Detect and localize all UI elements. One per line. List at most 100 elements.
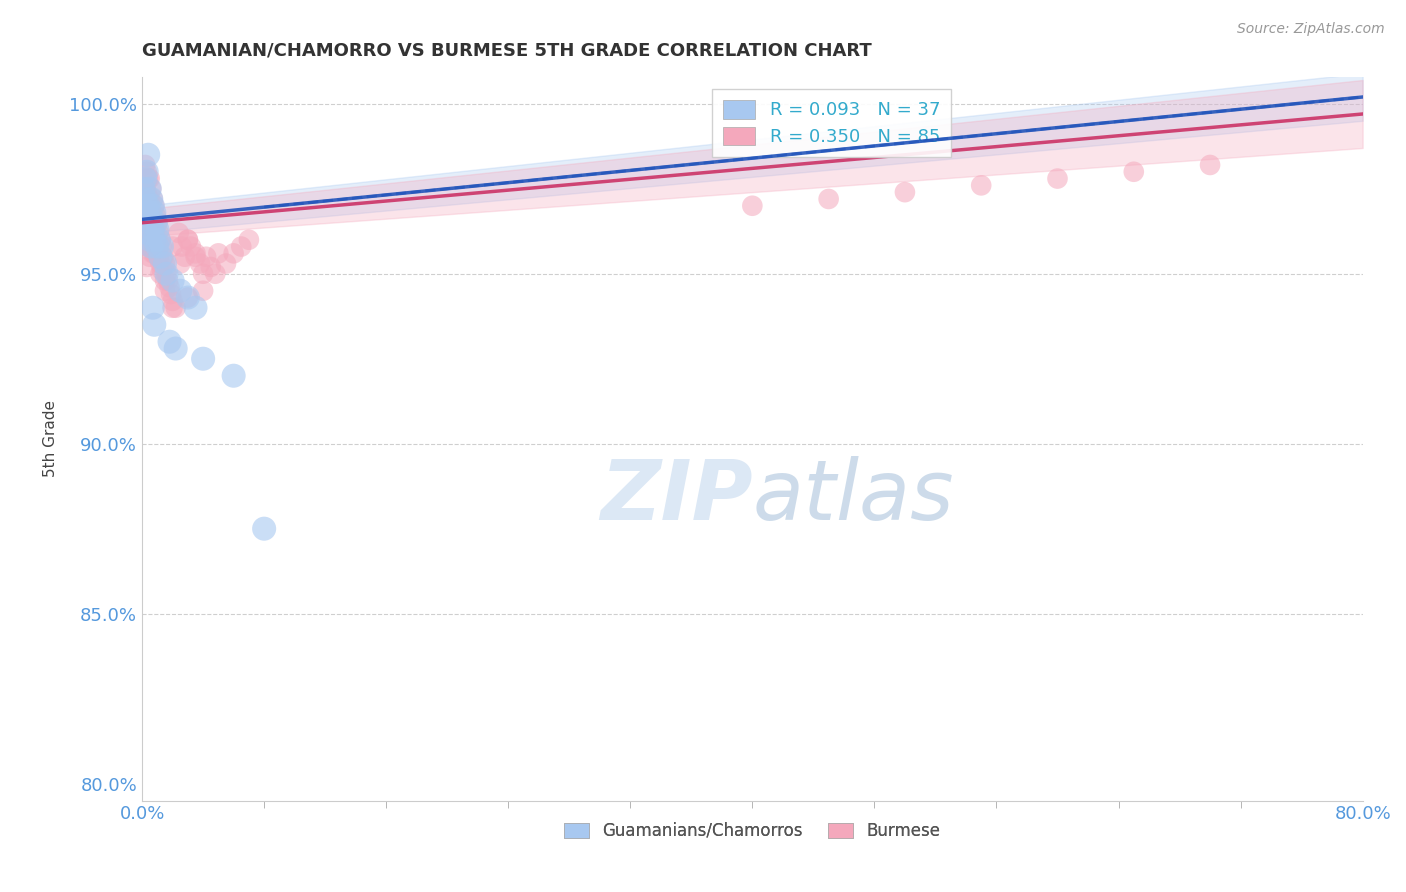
Point xyxy=(253,522,276,536)
Point xyxy=(146,222,169,236)
Point xyxy=(135,205,157,219)
Point xyxy=(138,216,160,230)
Point xyxy=(180,239,202,253)
Point xyxy=(146,233,169,247)
Point xyxy=(149,267,172,281)
Text: GUAMANIAN/CHAMORRO VS BURMESE 5TH GRADE CORRELATION CHART: GUAMANIAN/CHAMORRO VS BURMESE 5TH GRADE … xyxy=(142,42,872,60)
Point xyxy=(148,233,170,247)
Point xyxy=(204,267,226,281)
Point xyxy=(145,209,167,223)
Point xyxy=(177,233,200,247)
Point xyxy=(1122,165,1144,179)
Point xyxy=(149,233,172,247)
Point xyxy=(162,293,184,308)
Point xyxy=(138,171,160,186)
Point xyxy=(138,250,160,264)
Point xyxy=(134,182,156,196)
Point xyxy=(894,185,917,199)
Point xyxy=(153,256,176,270)
Point xyxy=(188,256,211,270)
Point xyxy=(177,291,200,305)
Text: ZIP: ZIP xyxy=(600,456,752,537)
Point xyxy=(162,301,184,315)
Point xyxy=(135,205,157,219)
Point xyxy=(184,246,207,260)
Point xyxy=(184,250,207,264)
Point xyxy=(1199,158,1222,172)
Point xyxy=(146,239,169,253)
Point xyxy=(145,216,167,230)
Point xyxy=(134,192,156,206)
Point xyxy=(200,260,222,274)
Y-axis label: 5th Grade: 5th Grade xyxy=(44,401,58,477)
Point xyxy=(142,192,165,206)
Point xyxy=(173,250,195,264)
Point xyxy=(160,287,183,301)
Point xyxy=(150,239,173,253)
Point xyxy=(135,165,157,179)
Point xyxy=(136,239,159,253)
Point xyxy=(170,239,193,253)
Point xyxy=(177,291,200,305)
Point xyxy=(148,250,170,264)
Point xyxy=(184,301,207,315)
Point xyxy=(191,351,214,366)
Point xyxy=(153,284,176,298)
Point xyxy=(141,216,163,230)
Point xyxy=(222,246,245,260)
Point xyxy=(167,226,190,240)
Text: atlas: atlas xyxy=(752,456,955,537)
Point xyxy=(150,239,173,253)
Point xyxy=(231,239,253,253)
Point xyxy=(155,267,177,281)
Legend: Guamanians/Chamorros, Burmese: Guamanians/Chamorros, Burmese xyxy=(558,815,948,847)
Text: Source: ZipAtlas.com: Source: ZipAtlas.com xyxy=(1237,22,1385,37)
Point xyxy=(141,205,163,219)
Point xyxy=(138,192,160,206)
Point xyxy=(148,250,170,264)
Point xyxy=(152,250,174,264)
Point xyxy=(159,280,181,294)
Point xyxy=(191,267,214,281)
Point xyxy=(132,171,155,186)
Point xyxy=(141,239,163,253)
Point xyxy=(143,222,166,236)
Point xyxy=(142,301,165,315)
Point xyxy=(132,192,155,206)
Point xyxy=(149,256,172,270)
Point xyxy=(162,239,184,253)
Point xyxy=(155,267,177,281)
Point xyxy=(143,246,166,260)
Point xyxy=(146,239,169,253)
Point xyxy=(143,199,166,213)
Point xyxy=(138,205,160,219)
Point xyxy=(141,226,163,240)
Point xyxy=(142,239,165,253)
Point xyxy=(141,182,163,196)
Point xyxy=(138,239,160,253)
Point xyxy=(135,185,157,199)
Point xyxy=(177,233,200,247)
Point xyxy=(157,274,180,288)
Point xyxy=(970,178,993,193)
Point xyxy=(222,368,245,383)
Point xyxy=(145,239,167,253)
Point xyxy=(135,165,157,179)
Point xyxy=(135,260,157,274)
Point xyxy=(215,256,238,270)
Point xyxy=(146,216,169,230)
Point xyxy=(136,148,159,162)
Point xyxy=(141,233,163,247)
Point xyxy=(142,246,165,260)
Point xyxy=(142,216,165,230)
Point xyxy=(238,233,260,247)
Point xyxy=(143,233,166,247)
Point xyxy=(143,226,166,240)
Point xyxy=(143,318,166,332)
Point xyxy=(138,182,160,196)
Point xyxy=(142,222,165,236)
Point xyxy=(138,233,160,247)
Point xyxy=(159,334,181,349)
Point xyxy=(134,171,156,186)
Point xyxy=(741,199,763,213)
